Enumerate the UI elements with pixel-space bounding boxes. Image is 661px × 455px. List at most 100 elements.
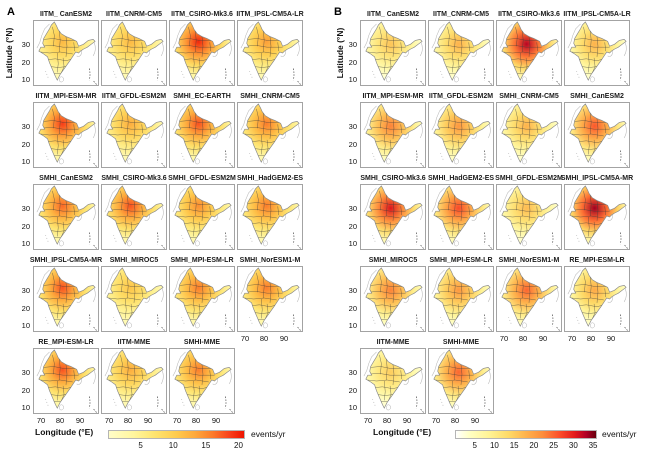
india-outline: [433, 267, 491, 327]
colorbar-tick: 20: [529, 441, 539, 450]
colorbar-tick: 15: [509, 441, 519, 450]
lakshadweep-dots: [181, 234, 185, 242]
map-title: SMHI_CNRM-CM5: [240, 93, 300, 100]
india-map: [499, 21, 561, 85]
map-cell: [237, 266, 303, 332]
lakshadweep-dots: [113, 398, 117, 406]
india-map: [431, 349, 493, 413]
state-borders: [435, 272, 474, 320]
map-cell: [169, 102, 235, 168]
lakshadweep-dots: [576, 152, 580, 160]
island-chain-dashed: [551, 232, 561, 249]
map-title: SMHI_CanESM2: [39, 175, 93, 182]
india-outline: [174, 267, 232, 327]
state-borders: [176, 190, 215, 238]
map-title: SMHI_CSIRO-Mk3.6: [360, 175, 426, 182]
colorbar-tick: 5: [138, 441, 143, 450]
india-map: [363, 21, 425, 85]
state-borders: [244, 26, 283, 74]
map-title: IITM_CSIRO-Mk3.6: [171, 11, 233, 18]
map-cell: [428, 184, 494, 250]
india-outline: [106, 21, 164, 81]
sri-lanka-outline: [454, 240, 459, 247]
lakshadweep-dots: [113, 316, 117, 324]
colorbar-tick: 5: [472, 441, 477, 450]
india-map: [240, 185, 302, 249]
map-title: SMHI_IPSL-CM5A-MR: [560, 175, 634, 182]
y-axis-tick: 30: [348, 368, 357, 377]
india-map: [36, 185, 98, 249]
map-cell: [496, 184, 562, 250]
sri-lanka-outline: [59, 322, 64, 329]
lakshadweep-dots: [440, 316, 444, 324]
island-chain-dashed: [619, 68, 629, 85]
map-cell: [428, 266, 494, 332]
sri-lanka-outline: [195, 404, 200, 411]
india-outline: [174, 103, 232, 163]
y-axis-tick: 30: [21, 368, 30, 377]
map-title: SMHI_NorESM1-M: [239, 257, 301, 264]
island-chain-dashed: [619, 314, 629, 331]
state-borders: [367, 190, 406, 238]
x-axis-tick: 80: [450, 416, 460, 425]
india-outline: [242, 185, 300, 245]
x-axis-tick: 80: [123, 416, 133, 425]
island-chain-dashed: [156, 68, 166, 85]
x-axis-tick: 90: [75, 416, 85, 425]
india-map: [431, 21, 493, 85]
island-chain-dashed: [483, 150, 493, 167]
india-map: [567, 21, 629, 85]
island-chain-dashed: [551, 68, 561, 85]
x-axis-tick: 80: [518, 334, 528, 343]
map-title: SMHI-MME: [183, 339, 221, 346]
map-title: IITM_IPSL-CM5A-LR: [236, 11, 304, 18]
india-map: [104, 267, 166, 331]
lakshadweep-dots: [372, 234, 376, 242]
state-borders: [108, 108, 147, 156]
map-cell: [564, 266, 630, 332]
y-axis-tick: 30: [21, 122, 30, 131]
lakshadweep-dots: [45, 398, 49, 406]
map-cell: [496, 102, 562, 168]
india-map: [172, 267, 234, 331]
colorbar-tick: 35: [588, 441, 598, 450]
x-axis-tick: 80: [55, 416, 65, 425]
state-borders: [176, 354, 215, 402]
map-title: RE_MPI-ESM-LR: [38, 339, 94, 346]
state-borders: [40, 354, 79, 402]
india-map: [499, 103, 561, 167]
map-title: IITM_MPI-ESM-MR: [35, 93, 97, 100]
sri-lanka-outline: [127, 76, 132, 83]
map-cell: [169, 266, 235, 332]
india-map: [431, 103, 493, 167]
sri-lanka-outline: [195, 76, 200, 83]
sri-lanka-outline: [522, 158, 527, 165]
island-chain-dashed: [619, 150, 629, 167]
map-cell: [237, 102, 303, 168]
map-title: RE_MPI-ESM-LR: [569, 257, 625, 264]
y-axis-label-panel-a: Latitude (°N): [4, 27, 14, 79]
island-chain-dashed: [415, 314, 425, 331]
lakshadweep-dots: [113, 234, 117, 242]
x-axis-tick: 70: [363, 416, 373, 425]
india-outline: [501, 103, 559, 163]
map-title: SMHI_EC-EARTH: [173, 93, 231, 100]
sri-lanka-outline: [454, 76, 459, 83]
india-outline: [242, 267, 300, 327]
x-axis-label-panel-a: Longitude (°E): [35, 427, 94, 437]
sri-lanka-outline: [195, 240, 200, 247]
y-axis-tick: 10: [21, 239, 30, 248]
y-axis-tick: 30: [21, 40, 30, 49]
india-map: [240, 21, 302, 85]
y-axis-tick: 30: [21, 286, 30, 295]
map-cell: [101, 20, 167, 86]
lakshadweep-dots: [181, 398, 185, 406]
x-axis-tick: 80: [586, 334, 596, 343]
india-outline: [38, 21, 96, 81]
x-axis-tick: 70: [240, 334, 250, 343]
state-borders: [40, 108, 79, 156]
island-chain-dashed: [156, 396, 166, 413]
sri-lanka-outline: [386, 240, 391, 247]
lakshadweep-dots: [45, 316, 49, 324]
